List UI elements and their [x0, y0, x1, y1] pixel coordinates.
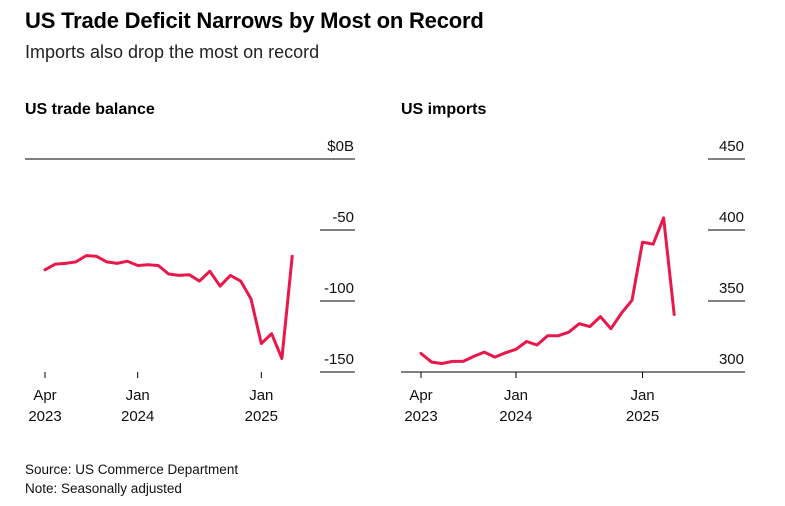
- trade-balance-xtick-year-label: 2023: [28, 408, 61, 425]
- imports-series-line: [419, 216, 676, 365]
- trade-balance-ytick-label: -50: [332, 209, 354, 226]
- trade-balance-xtick-label: Apr: [33, 387, 56, 404]
- trade-balance-xtick-year-label: 2024: [121, 408, 154, 425]
- adjustment-note: Note: Seasonally adjusted: [25, 481, 182, 496]
- panel-title-imports: US imports: [401, 101, 487, 118]
- trade-balance-ytick-label: -100: [324, 280, 354, 297]
- source-note: Source: US Commerce Department: [25, 462, 239, 477]
- chart-subtitle: Imports also drop the most on record: [25, 42, 320, 62]
- trade-balance-ytick-label: $0B: [327, 138, 354, 155]
- imports-xtick-label: Apr: [409, 387, 432, 404]
- panel-title-trade-balance: US trade balance: [25, 101, 155, 118]
- trade-balance-series-line: [43, 254, 294, 360]
- trade-balance-xtick-label: Jan: [249, 387, 273, 404]
- imports-xtick-year-label: 2025: [626, 408, 659, 425]
- imports-xtick-year-label: 2024: [499, 408, 532, 425]
- imports-xtick-year-label: 2023: [404, 408, 437, 425]
- imports-ytick-label: 350: [719, 280, 744, 297]
- trade-balance-ytick-label: -150: [324, 351, 354, 368]
- imports-ytick-label: 300: [719, 351, 744, 368]
- imports-ytick-label: 400: [719, 209, 744, 226]
- chart-title: US Trade Deficit Narrows by Most on Reco…: [25, 8, 484, 33]
- imports-xtick-label: Jan: [504, 387, 528, 404]
- imports-xtick-label: Jan: [630, 387, 654, 404]
- imports-ytick-label: 450: [719, 138, 744, 155]
- trade-balance-xtick-year-label: 2025: [245, 408, 278, 425]
- trade-balance-xtick-label: Jan: [126, 387, 150, 404]
